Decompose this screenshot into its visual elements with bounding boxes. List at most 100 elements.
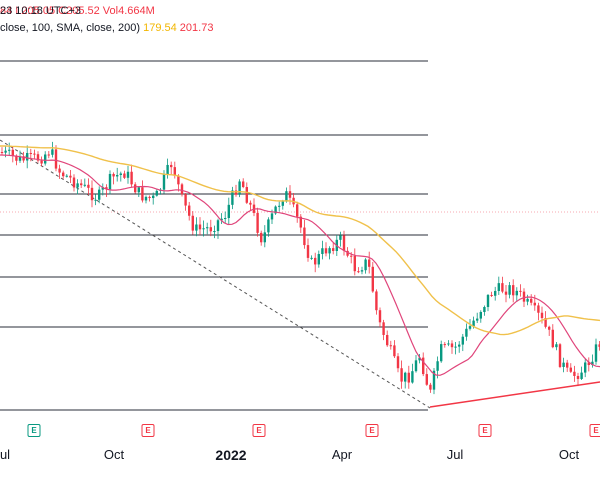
legend-time-visible: 23 10:18 UTC+3 [0,5,81,17]
earnings-marker[interactable]: E [365,424,379,437]
candle-body [36,154,40,161]
candle-body [173,167,176,176]
candle-body [450,343,454,348]
dividend-marker[interactable]: E [27,424,41,437]
candle-body [472,320,475,327]
candle-body [479,311,482,319]
candle-body [530,298,533,303]
candle-body [177,175,180,185]
candle-body [87,184,90,188]
candle-body [432,370,436,390]
candle-body [101,187,104,190]
x-axis-label-2022: 2022 [215,447,247,463]
candle-body [44,154,47,164]
candle-body [465,328,468,337]
candle-body [130,171,133,185]
candle-body [468,326,472,329]
candle-body [238,181,241,195]
candle-body [584,362,587,373]
candle-body [83,184,86,186]
candle-body [126,171,130,178]
candle-body [306,245,310,258]
candle-body [339,235,342,240]
candle-body [18,156,22,161]
candle-body [166,164,169,175]
candle-body [22,156,25,161]
candle-body [51,149,54,155]
candle-body [191,215,194,231]
candle-body [148,196,151,199]
candle-body [11,149,14,156]
candle-body [317,254,320,265]
candle-body [144,196,148,201]
ohlc-legend: 84 L205.05 C205.52 Vol4.664M 23 10:18 UT… [0,5,155,17]
candle-body [314,257,317,265]
candle-body [490,294,493,296]
candle-body [418,357,421,361]
earnings-marker[interactable]: E [478,424,492,437]
candle-body [486,294,490,307]
candle-body [234,190,238,195]
candle-body [454,346,457,348]
candle-body [119,173,122,175]
candle-body [364,259,367,271]
candle-body [328,248,331,254]
candle-body [332,248,335,251]
candle-body [108,173,112,190]
candle-body [227,204,230,219]
candle-body [198,224,202,230]
candle-body [195,224,198,231]
candle-body [155,190,158,196]
candle-body [551,329,554,348]
candle-body [33,153,36,155]
legend-ma1-value: 179.54 [143,22,177,34]
candle-body [436,361,439,371]
candle-body [522,291,526,302]
candle-body [447,343,450,345]
candle-body [256,212,259,233]
candle-body [58,168,61,173]
candle-body [47,154,50,156]
candle-body [162,174,166,190]
candle-body [389,345,392,347]
candle-body [105,187,108,190]
candle-body [213,231,216,233]
candle-body [324,248,328,254]
sma-slow-line [0,145,600,336]
candle-body [321,248,324,255]
candle-body [123,173,126,178]
candle-body [371,266,374,292]
candle-body [242,181,245,188]
candle-body [508,285,511,295]
earnings-marker[interactable]: E [589,424,600,437]
candle-body [170,164,173,168]
candle-body [378,310,382,323]
candle-body [80,183,83,186]
candle-body [350,255,353,257]
support-trendline [429,381,600,408]
x-axis-label-oct-2: Oct [558,447,580,462]
legend-time-text: 23 10:18 UTC+3 [0,5,82,17]
candle-body [548,326,551,330]
candle-body [8,149,11,151]
candle-body [112,173,115,177]
earnings-marker[interactable]: E [141,424,155,437]
candle-body [360,270,364,272]
candle-body [375,291,378,311]
candle-body [263,232,266,243]
candle-body [558,344,562,367]
candle-body [357,271,360,273]
candle-body [180,184,184,195]
candle-body [65,175,68,177]
candle-body [224,218,227,220]
candle-body [303,227,306,246]
candle-body [483,306,486,312]
candle-body [90,187,94,201]
earnings-marker[interactable]: E [252,424,266,437]
candle-body [278,205,281,207]
candles [0,141,600,395]
candle-body [76,183,79,188]
candle-body [504,291,508,295]
x-axis-label-oct: Oct [103,447,125,462]
